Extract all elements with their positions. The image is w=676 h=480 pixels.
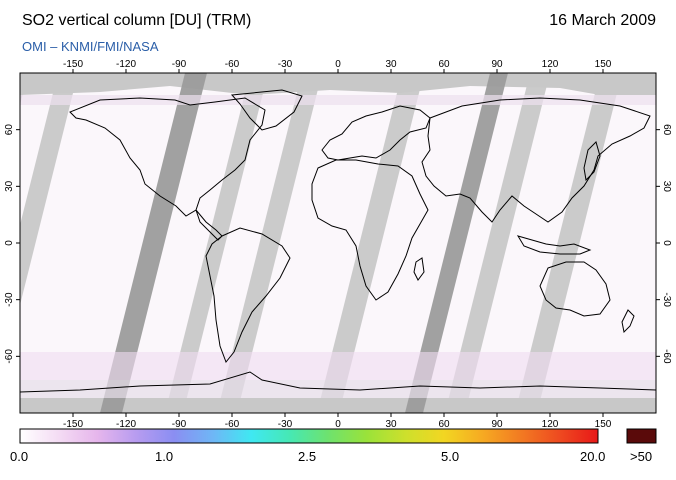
- lon-tick-label: -150: [63, 59, 83, 70]
- coast-madagascar: [413, 257, 425, 281]
- colorbar: [19, 428, 599, 444]
- lon-tick-label: 150: [595, 59, 612, 70]
- lat-tick-label: 60: [661, 124, 672, 136]
- lon-tick-label: -60: [225, 59, 240, 70]
- swath-gap: [217, 73, 322, 413]
- swath-gap: [405, 73, 508, 413]
- lon-tick-label: 120: [542, 419, 559, 430]
- map-title: SO2 vertical column [DU] (TRM): [22, 12, 252, 29]
- lon-tick-label: 30: [385, 419, 397, 430]
- coast-europe: [321, 105, 431, 161]
- map-date: 16 March 2009: [549, 12, 656, 29]
- lon-tick-label: -30: [278, 419, 293, 430]
- south-noise-band: [20, 352, 656, 380]
- swath-gap: [20, 73, 78, 305]
- coast-south-america: [205, 227, 291, 363]
- lat-tick-label: -30: [4, 292, 15, 307]
- colorbar-label-1: 1.0: [155, 449, 174, 464]
- lat-tick-label: -60: [661, 349, 672, 364]
- lon-tick-label: 60: [438, 59, 450, 70]
- lat-tick-label: 0: [4, 240, 15, 246]
- lat-tick-label: -30: [661, 292, 672, 307]
- latitude-ticks-right: 60 30 0 -30 -60: [656, 124, 672, 364]
- colorbar-label-4: 20.0: [580, 449, 606, 464]
- lon-tick-label: -120: [116, 59, 136, 70]
- colorbar-label-3: 5.0: [441, 449, 460, 464]
- lat-tick-label: 0: [661, 240, 672, 246]
- lon-tick-label: 150: [595, 419, 612, 430]
- colorbar-label-2: 2.5: [298, 449, 317, 464]
- lon-tick-label: 90: [491, 59, 503, 70]
- lon-tick-label: 30: [385, 59, 397, 70]
- swath-gap: [165, 73, 268, 413]
- data-credit: OMI – KNMI/FMI/NASA: [22, 39, 159, 54]
- lon-tick-label: 90: [491, 419, 503, 430]
- map-content: [20, 73, 656, 413]
- coast-australia: [539, 261, 611, 317]
- lon-tick-label: 0: [335, 59, 341, 70]
- lat-tick-label: -60: [4, 349, 15, 364]
- north-noise-band: [20, 95, 656, 105]
- lon-tick-label: -120: [116, 419, 136, 430]
- colorbar-overflow: [626, 428, 657, 444]
- coast-greenland: [230, 89, 303, 131]
- swath-gap: [515, 73, 622, 413]
- swath-gaps: [20, 73, 622, 413]
- colorbar-label-0: 0.0: [10, 449, 29, 464]
- swath-gap: [100, 73, 207, 413]
- lon-tick-label: 120: [542, 59, 559, 70]
- lat-tick-label: 30: [661, 181, 672, 193]
- coast-north-america: [69, 97, 266, 217]
- lon-tick-label: 60: [438, 419, 450, 430]
- longitude-ticks-bottom: -150 -120 -90 -60 -30 0 30 60 90 120 150: [63, 413, 612, 430]
- coast-indonesia: [516, 235, 592, 255]
- coast-africa: [311, 159, 429, 301]
- lon-tick-label: 0: [335, 419, 341, 430]
- lon-tick-label: -90: [172, 419, 187, 430]
- coast-asia: [421, 97, 651, 223]
- lat-tick-label: 30: [4, 180, 15, 192]
- longitude-ticks-top: -150 -120 -90 -60 -30 0 30 60 90 120 150: [63, 59, 612, 73]
- colorbar-overflow-label: >50: [630, 449, 653, 464]
- lon-tick-label: -30: [278, 59, 293, 70]
- lon-tick-label: -150: [63, 419, 83, 430]
- coast-japan: [583, 141, 601, 182]
- colorbar-gradient: [19, 428, 599, 444]
- coast-new-zealand: [621, 309, 635, 334]
- lon-tick-label: -60: [225, 419, 240, 430]
- coast-antarctica: [20, 371, 656, 393]
- latitude-ticks-left: 60 30 0 -30 -60: [4, 124, 20, 364]
- lon-tick-label: -90: [172, 59, 187, 70]
- lat-tick-label: 60: [4, 124, 15, 136]
- coastlines: [20, 89, 656, 393]
- swath-gap: [445, 73, 550, 413]
- swath-gap: [317, 73, 424, 413]
